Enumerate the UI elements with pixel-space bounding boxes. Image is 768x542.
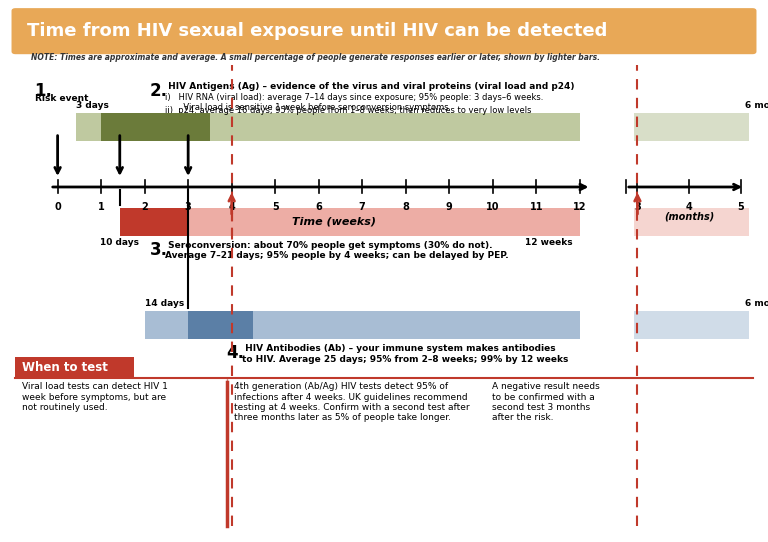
Text: 9: 9 [446, 202, 452, 212]
Text: 1: 1 [98, 202, 104, 212]
Text: Viral load tests can detect HIV 1
week before symptoms, but are
not routinely us: Viral load tests can detect HIV 1 week b… [22, 382, 167, 412]
Text: 5: 5 [272, 202, 279, 212]
Text: 2: 2 [141, 202, 148, 212]
Text: 7: 7 [359, 202, 366, 212]
Text: 0: 0 [55, 202, 61, 212]
Text: When to test: When to test [22, 361, 108, 374]
Text: 4: 4 [686, 202, 693, 212]
Bar [188, 311, 253, 339]
Text: (months): (months) [664, 212, 714, 222]
Text: HIV Antibodies (Ab) – your immune system makes antibodies
to HIV. Average 25 day: HIV Antibodies (Ab) – your immune system… [242, 344, 568, 364]
Text: NOTE: Times are approximate and average. A small percentage of people generate r: NOTE: Times are approximate and average.… [31, 54, 600, 62]
Text: 3.: 3. [150, 241, 167, 259]
Bar [144, 311, 580, 339]
Text: Seroconversion: about 70% people get symptoms (30% do not).
Average 7–21 days; 9: Seroconversion: about 70% people get sym… [165, 241, 508, 260]
Text: 1.: 1. [35, 82, 52, 100]
Text: Risk event: Risk event [35, 94, 88, 104]
Text: 6 mo.: 6 mo. [745, 299, 768, 308]
Text: 3: 3 [634, 202, 641, 212]
Text: 5: 5 [738, 202, 744, 212]
Bar [101, 113, 210, 141]
Text: 8: 8 [402, 202, 409, 212]
Bar [15, 357, 134, 378]
FancyBboxPatch shape [12, 8, 756, 54]
Text: HIV Antigens (Ag) – evidence of the virus and viral proteins (viral load and p24: HIV Antigens (Ag) – evidence of the viru… [165, 82, 574, 92]
Text: 12 weeks: 12 weeks [525, 238, 572, 248]
Text: 4th generation (Ab/Ag) HIV tests detect 95% of
infections after 4 weeks. UK guid: 4th generation (Ab/Ag) HIV tests detect … [234, 382, 470, 422]
Bar [76, 113, 580, 141]
Text: 10 days: 10 days [101, 238, 139, 248]
Text: i)   HIV RNA (viral load): average 7–14 days since exposure; 95% people: 3 days–: i) HIV RNA (viral load): average 7–14 da… [165, 93, 544, 112]
Text: 10: 10 [486, 202, 499, 212]
Text: Time (weeks): Time (weeks) [292, 217, 376, 227]
Text: 6 mo.: 6 mo. [745, 101, 768, 110]
Text: 12: 12 [573, 202, 587, 212]
Text: 6: 6 [316, 202, 322, 212]
Bar [634, 208, 749, 236]
Text: 4: 4 [228, 202, 235, 212]
Text: A negative result needs
to be confirmed with a
second test 3 months
after the ri: A negative result needs to be confirmed … [492, 382, 599, 422]
Bar [634, 113, 749, 141]
Text: 3: 3 [185, 202, 191, 212]
Text: 4.: 4. [227, 344, 244, 362]
Text: 3 days: 3 days [76, 101, 109, 110]
Text: ii)  p24: average 16 days; 95% people from 1–8 weeks, then reduces to very low l: ii) p24: average 16 days; 95% people fro… [165, 106, 531, 115]
Text: 14 days: 14 days [144, 299, 184, 308]
Bar [120, 208, 580, 236]
Text: Time from HIV sexual exposure until HIV can be detected: Time from HIV sexual exposure until HIV … [27, 22, 607, 41]
Text: 2.: 2. [150, 82, 167, 100]
Bar [634, 311, 749, 339]
Bar [120, 208, 188, 236]
Text: 11: 11 [530, 202, 543, 212]
